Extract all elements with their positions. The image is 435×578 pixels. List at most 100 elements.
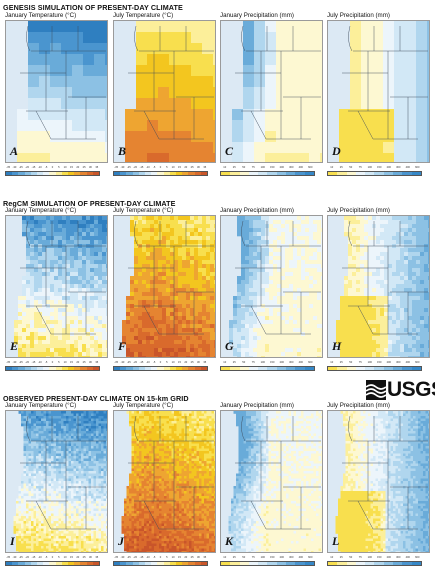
legend-swatch: [182, 367, 189, 370]
panel-title: July Temperature (°C): [113, 402, 174, 409]
usgs-logo-text: USGS: [387, 378, 435, 401]
legend-swatch: [92, 367, 100, 370]
legend-swatch: [304, 562, 314, 565]
legend-swatch: [188, 562, 195, 565]
legend-swatch: [239, 367, 249, 370]
legend-swatch: [126, 172, 133, 175]
legend-swatch: [24, 367, 31, 370]
panel-letter: F: [118, 339, 127, 353]
legend-tick: -20: [133, 361, 138, 364]
panel-letter: L: [332, 534, 340, 548]
legend-swatch: [355, 367, 366, 370]
legend-tick: -20: [25, 361, 30, 364]
legend-tick: -25: [126, 361, 131, 364]
legend-swatch: [74, 367, 81, 370]
legend-swatch: [80, 367, 87, 370]
legend-tick: 10: [330, 361, 334, 364]
legend-tick: -10: [37, 556, 42, 559]
legend-tick: 50: [242, 166, 246, 169]
legend-tick: 10: [63, 166, 67, 169]
legend-tick: 25: [232, 556, 236, 559]
legend-tick-labels: 10 25 50 75 100 150 200 300 400 600: [220, 361, 315, 365]
legend-swatch: [365, 172, 375, 175]
legend-swatch: [295, 367, 305, 370]
legend-swatch: [402, 562, 412, 565]
legend-tick: 400: [405, 166, 410, 169]
legend-tick: 30: [196, 361, 200, 364]
legend-tick-labels: -35 -30 -25 -20 -15 -10 -5 0 5 10 15 20 25 30 35: [5, 556, 100, 560]
map-field: [328, 411, 429, 552]
legend-tick: 75: [251, 361, 255, 364]
panel-letter: H: [332, 339, 342, 353]
panel-title: January Temperature (°C): [5, 12, 77, 19]
map-field: [6, 411, 107, 552]
legend-swatch: [132, 172, 139, 175]
map-field: [221, 21, 322, 162]
legend-swatch: [248, 367, 259, 370]
legend-swatch: [24, 172, 31, 175]
legend-tick: 5: [166, 361, 168, 364]
legend-tick: -10: [145, 556, 150, 559]
legend-tick: 15: [70, 361, 73, 364]
legend-tick: 75: [358, 361, 362, 364]
legend-tick: -10: [145, 166, 150, 169]
legend-swatch: [163, 172, 170, 175]
legend-tick: 10: [171, 361, 175, 364]
legend-swatch: [55, 172, 62, 175]
legend-tick: -25: [18, 556, 23, 559]
legend-tick: -30: [12, 166, 17, 169]
legend-swatch: [68, 562, 75, 565]
legend-swatch: [304, 172, 314, 175]
legend-tick: 200: [279, 556, 284, 559]
legend-swatch: [169, 172, 177, 175]
legend-swatch: [157, 172, 164, 175]
legend-tick: 0: [159, 166, 162, 169]
panel-letter: G: [225, 339, 234, 353]
legend-tick: -20: [25, 556, 30, 559]
legend-swatch: [145, 367, 152, 370]
legend-tick: 600: [308, 166, 313, 169]
color-legend-bar: [220, 366, 315, 371]
legend-swatch: [328, 172, 338, 175]
legend-tick: 600: [308, 556, 313, 559]
legend-tick: 400: [405, 556, 410, 559]
legend-tick: -25: [126, 166, 131, 169]
legend-tick: -30: [12, 361, 17, 364]
legend-tick: 25: [190, 556, 194, 559]
legend-tick: 50: [349, 166, 353, 169]
legend-swatch: [258, 562, 268, 565]
map-field: [328, 21, 429, 162]
legend-swatch: [239, 562, 249, 565]
legend-swatch: [86, 367, 93, 370]
legend-tick: 25: [232, 166, 236, 169]
legend-swatch: [6, 562, 13, 565]
legend-tick: 10: [223, 556, 227, 559]
legend-tick: -30: [120, 166, 125, 169]
legend-swatch: [411, 367, 421, 370]
legend-swatch: [145, 172, 152, 175]
legend-tick: 25: [82, 556, 86, 559]
legend-tick: -5: [44, 166, 48, 169]
legend-swatch: [61, 562, 69, 565]
panel-title: January Precipitation (mm): [220, 12, 294, 19]
map-panel: J: [113, 410, 216, 553]
legend-swatch: [221, 367, 231, 370]
legend-tick: 50: [242, 556, 246, 559]
map-panel: H: [327, 215, 430, 358]
legend-tick: 20: [76, 361, 80, 364]
legend-swatch: [68, 172, 75, 175]
legend-tick: 35: [95, 361, 99, 364]
legend-tick: 5: [166, 166, 168, 169]
legend-tick: -25: [18, 166, 23, 169]
legend-tick-labels: -35 -30 -25 -20 -15 -10 -5 0 5 10 15 20 25 30 35: [113, 361, 208, 365]
legend-tick: 150: [270, 166, 275, 169]
legend-swatch: [286, 172, 296, 175]
legend-tick: -15: [31, 361, 36, 364]
legend-tick: -20: [133, 556, 138, 559]
legend-swatch: [126, 562, 133, 565]
legend-tick: 300: [289, 361, 294, 364]
legend-swatch: [80, 562, 87, 565]
legend-swatch: [258, 367, 268, 370]
legend-swatch: [18, 172, 25, 175]
color-legend-bar: [113, 561, 208, 566]
